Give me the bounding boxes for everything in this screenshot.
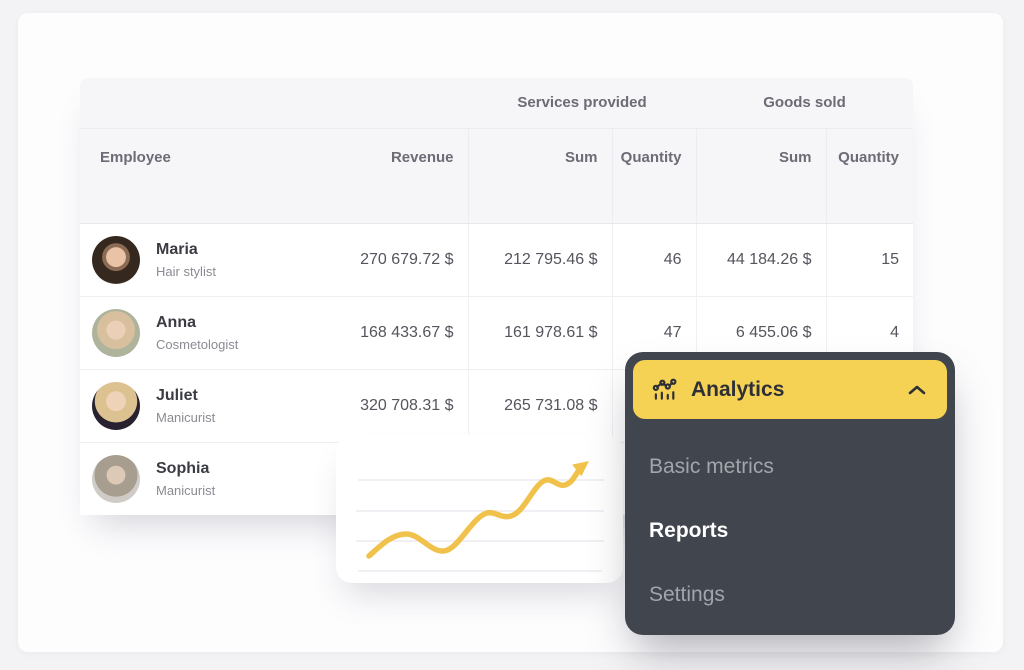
table-column-header-row: Employee Revenue Sum Quantity Sum Quanti…: [80, 128, 914, 224]
services-sum-cell: 161 978.61 $: [467, 296, 612, 370]
employee-role: Manicurist: [156, 409, 216, 425]
analytics-menu-items: Basic metrics Reports Settings: [625, 427, 955, 627]
revenue-cell: 168 433.67 $: [323, 296, 468, 370]
group-header-services: Services provided: [468, 78, 697, 129]
services-sum-cell: 265 731.08 $: [467, 369, 612, 443]
table-group-header-row: Services provided Goods sold: [80, 78, 914, 129]
column-header-services-quantity: Quantity: [611, 128, 697, 224]
goods-quantity-cell: 15: [825, 223, 914, 297]
table-row: Maria Hair stylist 270 679.72 $212 795.46 …: [80, 223, 914, 297]
employee-role: Manicurist: [156, 482, 216, 498]
employee-name: Sophia: [156, 459, 210, 477]
employee-role: Hair stylist: [156, 263, 216, 279]
analytics-chart-icon: [652, 378, 677, 400]
menu-item-settings[interactable]: Settings: [649, 583, 725, 606]
employee-name: Juliet: [156, 386, 198, 404]
services-quantity-cell: 46: [611, 223, 697, 297]
analytics-menu-label: Analytics: [691, 377, 785, 401]
table-row: Anna Cosmetologist 168 433.67 $161 978.61 …: [80, 296, 914, 370]
column-header-goods-quantity: Quantity: [825, 128, 914, 224]
employee-name-cell: Sophia Manicurist: [146, 442, 323, 515]
services-sum-cell: 212 795.46 $: [467, 223, 612, 297]
revenue-cell: 320 708.31 $: [323, 369, 468, 443]
menu-item-reports[interactable]: Reports: [649, 519, 729, 542]
employee-avatar-cell: [80, 223, 146, 297]
goods-sum-cell: 44 184.26 $: [695, 223, 827, 297]
analytics-menu-button[interactable]: Analytics: [633, 360, 947, 419]
column-header-revenue: Revenue: [323, 128, 468, 224]
trend-illustration-card: [336, 435, 623, 583]
employee-avatar: [92, 381, 140, 430]
employee-name-cell: Anna Cosmetologist: [146, 296, 323, 370]
employee-name-cell: Maria Hair stylist: [146, 223, 323, 297]
chevron-up-icon: [908, 385, 926, 394]
column-header-employee: Employee: [80, 128, 323, 224]
column-header-goods-sum: Sum: [695, 128, 827, 224]
revenue-cell: 270 679.72 $: [323, 223, 468, 297]
menu-item-basic-metrics[interactable]: Basic metrics: [649, 455, 774, 478]
employee-avatar: [92, 454, 140, 503]
employee-avatar-cell: [80, 442, 146, 515]
group-header-goods: Goods sold: [696, 78, 914, 129]
employee-avatar-cell: [80, 296, 146, 370]
employee-name: Anna: [156, 313, 196, 331]
column-header-services-sum: Sum: [467, 128, 612, 224]
employee-role: Cosmetologist: [156, 336, 239, 352]
trend-up-chart-icon: [356, 461, 604, 572]
employee-name: Maria: [156, 240, 198, 258]
analytics-dropdown-menu: Analytics Basic metrics Reports Settings: [625, 352, 955, 635]
group-header-spacer: [80, 78, 468, 129]
employee-avatar: [92, 308, 140, 357]
employee-name-cell: Juliet Manicurist: [146, 369, 323, 443]
employee-avatar: [92, 235, 140, 284]
employee-avatar-cell: [80, 369, 146, 443]
